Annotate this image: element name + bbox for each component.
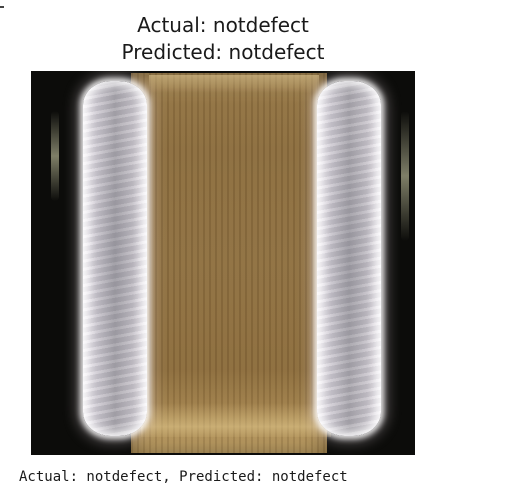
output-cell-marker — [0, 6, 4, 8]
right-edge-glint — [401, 111, 409, 241]
capacitor-body — [131, 73, 327, 453]
right-terminal — [317, 81, 381, 436]
prediction-output-text: Actual: notdefect, Predicted: notdefect — [19, 469, 348, 485]
capacitor-body-bottom-highlight — [141, 403, 331, 437]
capacitor-body-top-highlight — [149, 75, 319, 93]
figure-title-actual: Actual: notdefect — [137, 13, 309, 37]
capacitor-image — [31, 71, 415, 455]
figure-title-predicted: Predicted: notdefect — [121, 40, 325, 64]
left-edge-glint — [51, 111, 59, 201]
left-terminal — [83, 81, 147, 436]
